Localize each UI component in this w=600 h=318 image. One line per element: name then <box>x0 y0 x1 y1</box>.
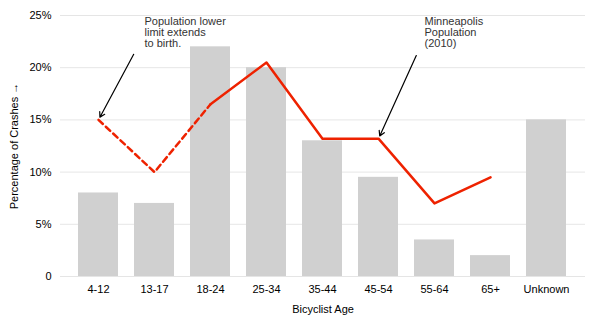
svg-text:Percentage of Crashes →: Percentage of Crashes → <box>8 83 20 210</box>
svg-text:25%: 25% <box>29 9 51 21</box>
svg-text:Unknown: Unknown <box>524 283 570 295</box>
svg-text:45-54: 45-54 <box>364 283 392 295</box>
svg-text:25-34: 25-34 <box>252 283 280 295</box>
svg-text:10%: 10% <box>29 166 51 178</box>
svg-text:20%: 20% <box>29 61 51 73</box>
svg-text:Population lowerlimit extendst: Population lowerlimit extendsto birth. <box>145 15 227 49</box>
svg-text:MinneapolisPopulation(2010): MinneapolisPopulation(2010) <box>425 15 484 49</box>
svg-text:0: 0 <box>45 270 51 282</box>
svg-text:65+: 65+ <box>481 283 500 295</box>
svg-text:55-64: 55-64 <box>420 283 448 295</box>
svg-text:13-17: 13-17 <box>140 283 168 295</box>
svg-text:18-24: 18-24 <box>196 283 224 295</box>
svg-text:35-44: 35-44 <box>308 283 336 295</box>
svg-text:5%: 5% <box>36 218 52 230</box>
svg-text:Bicyclist Age: Bicyclist Age <box>292 303 354 315</box>
svg-text:4-12: 4-12 <box>87 283 109 295</box>
svg-text:15%: 15% <box>29 113 51 125</box>
